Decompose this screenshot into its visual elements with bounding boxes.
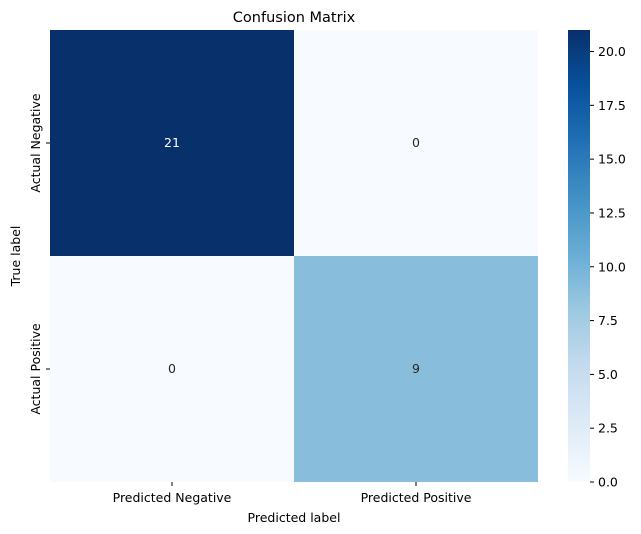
colorbar-tick-label: 2.5 xyxy=(598,421,618,436)
colorbar-tick-label: 0.0 xyxy=(598,475,618,490)
heatmap-cell xyxy=(294,30,538,256)
colorbar-tick-label: 15.0 xyxy=(598,152,626,167)
colorbar xyxy=(568,30,590,482)
x-tick-label: Predicted Positive xyxy=(361,490,472,505)
colorbar-tick-label: 20.0 xyxy=(598,44,626,59)
colorbar-tick-label: 5.0 xyxy=(598,367,618,382)
colorbar-tick-label: 7.5 xyxy=(598,313,618,328)
heatmap-cell xyxy=(50,30,294,256)
colorbar-tick-label: 12.5 xyxy=(598,205,626,220)
cell-value-label: 21 xyxy=(164,135,180,150)
colorbar-ticks: 0.0 2.5 5.0 7.5 10.0 12.5 15.0 17.5 20.0 xyxy=(590,44,626,490)
heatmap-cell xyxy=(50,256,294,482)
heatmap-cells xyxy=(50,30,538,482)
x-axis-label: Predicted label xyxy=(248,510,341,525)
colorbar-tick-label: 10.0 xyxy=(598,259,626,274)
heatmap-cell xyxy=(294,256,538,482)
cell-value-label: 0 xyxy=(168,361,176,376)
y-axis-label: True label xyxy=(8,226,23,288)
chart-title: Confusion Matrix xyxy=(233,10,356,26)
colorbar-tick-label: 17.5 xyxy=(598,98,626,113)
heatmap-cell-labels: 21 0 0 9 xyxy=(164,135,420,376)
y-tick-label: Actual Positive xyxy=(28,323,43,415)
cell-value-label: 0 xyxy=(412,135,420,150)
y-axis-ticks: Actual Negative Actual Positive xyxy=(28,93,50,415)
x-axis-ticks: Predicted Negative Predicted Positive xyxy=(113,482,472,505)
cell-value-label: 9 xyxy=(412,361,420,376)
y-tick-label: Actual Negative xyxy=(28,93,43,193)
x-tick-label: Predicted Negative xyxy=(113,490,232,505)
